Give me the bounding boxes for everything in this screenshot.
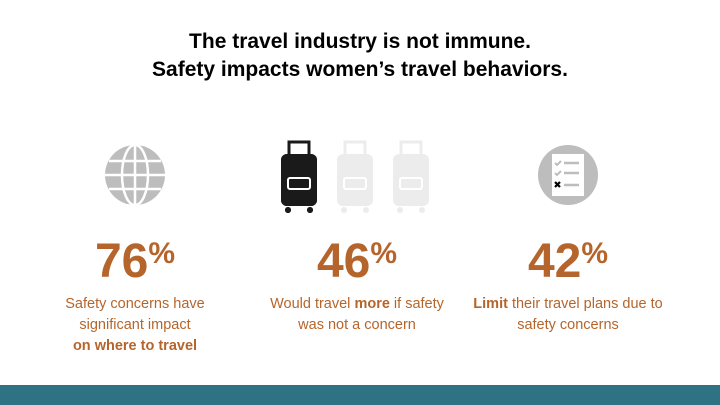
title: The travel industry is not immune. Safet… [0, 28, 720, 84]
title-line: Safety impacts women’s travel behaviors. [152, 58, 568, 81]
stat-number: 42 [527, 235, 582, 288]
description-text: Safety concerns have significant impact [65, 296, 209, 333]
description-text: if safety was not a concern [298, 296, 448, 333]
stat-column: 76% Safety concerns have significant imp… [25, 140, 245, 357]
luggage-icon [279, 140, 431, 214]
stat-column: 42% Limit their travel plans due to safe… [458, 140, 678, 336]
stat: 46% [247, 228, 467, 288]
description-emphasis: Limit [473, 296, 508, 312]
stat-unit: % [370, 237, 398, 270]
footer-bar [0, 385, 720, 405]
description-text: Would travel [270, 296, 355, 312]
description: Safety concerns have significant impact o… [25, 294, 245, 357]
description-emphasis: more [354, 296, 390, 312]
stat-unit: % [148, 237, 176, 270]
globe-icon [105, 143, 165, 207]
description-text: their travel plans due to safety concern… [507, 296, 667, 333]
description: Limit their travel plans due to safety c… [458, 294, 678, 336]
stat-column: 46% Would travel more if safety was not … [247, 140, 467, 336]
stat-unit: % [581, 237, 609, 270]
stat: 42% [458, 228, 678, 288]
stat: 76% [25, 228, 245, 288]
checklist-icon [538, 145, 598, 205]
description-emphasis: on where to travel [72, 338, 198, 354]
description: Would travel more if safety was not a co… [247, 294, 467, 336]
stat-number: 46 [316, 235, 371, 288]
title-line: The travel industry is not immune. [189, 30, 531, 53]
stat-number: 76 [94, 235, 149, 288]
